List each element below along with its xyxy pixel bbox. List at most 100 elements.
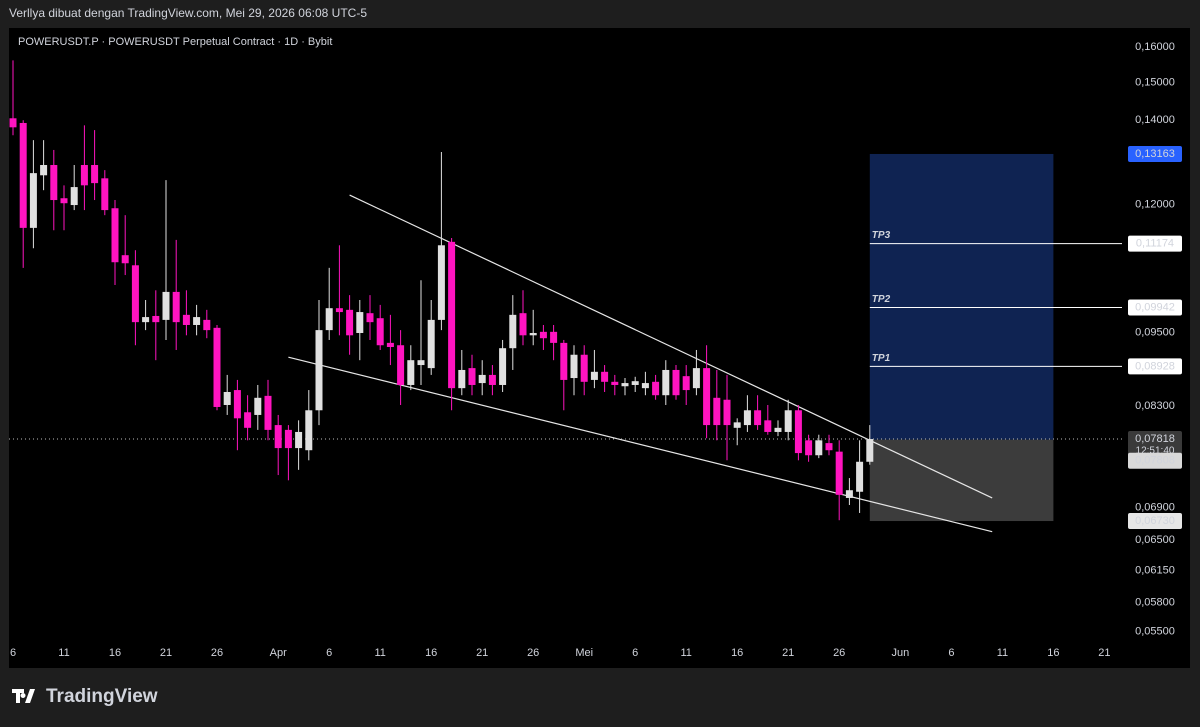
candle-body	[652, 381, 660, 396]
candle-body	[121, 255, 129, 264]
trend-line	[349, 194, 993, 499]
candle-body	[386, 342, 394, 348]
candle-body	[335, 308, 343, 313]
profit-zone	[869, 153, 1054, 440]
candle-body	[550, 331, 558, 343]
credit: Verllya dibuat dengan TradingView.com, M…	[9, 6, 367, 20]
candle-body	[825, 443, 833, 451]
tp-label: TP2	[872, 294, 891, 305]
candle-body	[692, 368, 700, 389]
candle-body	[590, 371, 598, 380]
logo-icon	[12, 689, 35, 703]
price-axis: 0,16000 0,15000 0,14000 0,12000 0,09500 0,083…	[1128, 41, 1182, 637]
candle-body	[835, 451, 843, 495]
candle-body	[366, 313, 374, 323]
y-tick-label: 0,05500	[1135, 625, 1175, 637]
x-tick-label: 6	[10, 647, 16, 659]
y-tick-label: 0,14000	[1135, 114, 1175, 126]
candle-body	[203, 319, 211, 331]
candle-body	[346, 309, 354, 336]
candle-body	[784, 410, 792, 432]
x-tick-label: 11	[680, 647, 691, 659]
candle-body	[458, 369, 466, 389]
x-tick-label: 6	[948, 647, 954, 659]
brand: TradingView	[46, 686, 158, 707]
tp-label: TP3	[872, 230, 891, 241]
candle-body	[682, 376, 690, 391]
x-tick-label: 21	[782, 647, 794, 659]
stop-tag-label: 0,06730	[1135, 515, 1175, 527]
x-tick-label: 26	[527, 647, 539, 659]
candle-body	[111, 208, 119, 263]
tp-tag-label: 0,08928	[1135, 360, 1175, 372]
loss-zone	[869, 439, 1054, 522]
candle-body	[723, 399, 731, 426]
y-tick-label: 0,05800	[1135, 596, 1175, 608]
candle-body	[40, 165, 48, 176]
candle-body	[50, 165, 58, 201]
candle-body	[91, 165, 99, 184]
candle-body	[29, 173, 37, 228]
candle-body	[417, 360, 425, 366]
candle-body	[539, 331, 547, 339]
y-tick-label: 0,09500	[1135, 326, 1175, 338]
candle-body	[305, 410, 313, 451]
candle-body	[764, 420, 772, 432]
tp-tag-label: 0,09942	[1135, 301, 1175, 313]
x-tick-label: 11	[374, 647, 385, 659]
candle-body	[631, 381, 639, 385]
candle-body	[621, 383, 629, 387]
candle-body	[193, 317, 201, 325]
candle-body	[856, 461, 864, 492]
candle-body	[672, 369, 680, 396]
candle-body	[529, 332, 537, 336]
candle-body	[743, 410, 751, 426]
tp-tag	[1128, 358, 1182, 375]
candle-body	[162, 291, 170, 320]
candle-body	[448, 241, 456, 389]
candle-body	[376, 318, 384, 346]
candle-body	[662, 369, 670, 396]
candle-body	[437, 245, 445, 320]
x-tick-label: 16	[109, 647, 121, 659]
candle-body	[845, 490, 853, 498]
entry-tag	[1128, 452, 1182, 469]
entry-tag-label: 0,07808	[1135, 455, 1175, 467]
candle-body	[254, 397, 262, 415]
candle-body	[80, 165, 88, 186]
candle-body	[284, 429, 292, 449]
x-tick-label: 11	[997, 647, 1008, 659]
y-tick-label: 0,06500	[1135, 534, 1175, 546]
x-tick-label: Apr	[270, 647, 287, 659]
trend-line	[288, 356, 993, 533]
x-tick-label: 26	[833, 647, 845, 659]
x-tick-label: 26	[211, 647, 223, 659]
y-tick-label: 0,15000	[1135, 76, 1175, 88]
candle-body	[509, 314, 517, 349]
x-tick-label: 16	[425, 647, 437, 659]
candle-body	[233, 390, 241, 419]
logo: TradingView	[12, 686, 158, 707]
candle-body	[60, 198, 68, 204]
x-tick-label: 21	[476, 647, 488, 659]
candle-body	[713, 397, 721, 426]
last-price-label: 0,07818	[1135, 433, 1175, 445]
candle-body	[478, 374, 486, 384]
candle-body	[774, 427, 782, 432]
candle-body	[172, 291, 180, 323]
x-tick-label: 21	[1098, 647, 1110, 659]
x-tick-label: 21	[160, 647, 172, 659]
candle-body	[315, 330, 323, 411]
chart-title: POWERUSDT.P · POWERUSDT Perpetual Contra…	[18, 36, 332, 48]
candle-body	[9, 118, 17, 128]
candle-body	[641, 383, 649, 389]
candle-body	[805, 440, 813, 456]
candle-body	[794, 410, 802, 454]
candle-body	[468, 368, 476, 385]
candle-body	[223, 391, 231, 405]
x-tick-label: 11	[58, 647, 69, 659]
candle-body	[570, 354, 578, 379]
candle-body	[131, 265, 139, 323]
